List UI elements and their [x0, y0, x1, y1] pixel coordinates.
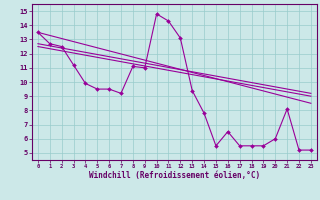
- X-axis label: Windchill (Refroidissement éolien,°C): Windchill (Refroidissement éolien,°C): [89, 171, 260, 180]
